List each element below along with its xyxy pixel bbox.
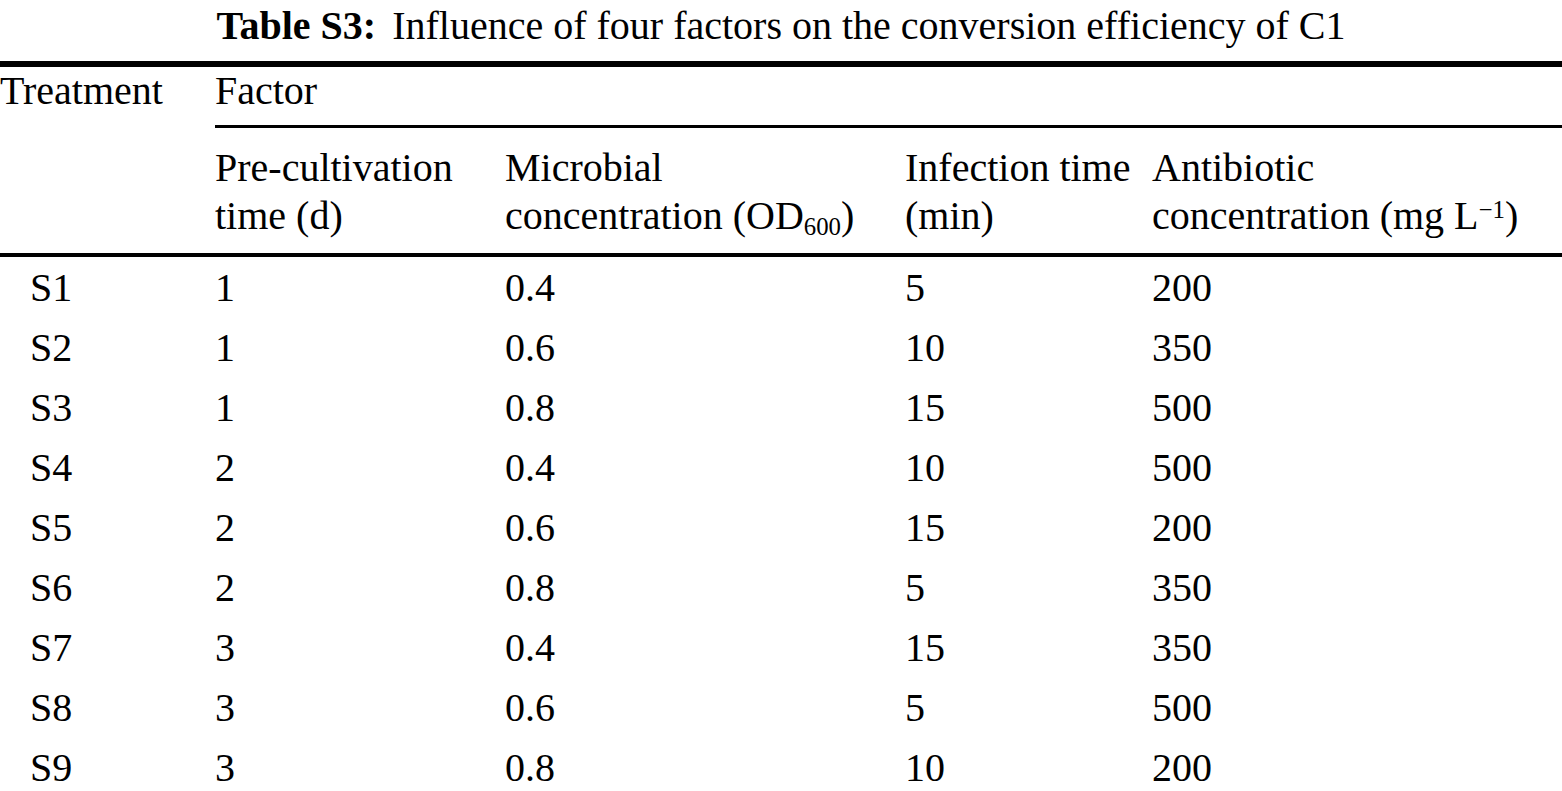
treatment-cell: S2 (0, 317, 215, 377)
microbial-line2-pre: concentration (OD (505, 193, 804, 238)
antibiotic-line1: Antibiotic (1152, 145, 1314, 190)
table-row: S310.815500 (0, 377, 1562, 437)
pre-cultivation-line1: Pre-cultivation (215, 145, 453, 190)
infection-line2: (min) (905, 193, 994, 238)
table-caption-text: Influence of four factors on the convers… (392, 3, 1345, 48)
microbial-line2-post: ) (841, 193, 854, 238)
treatment-cell: S9 (0, 737, 215, 791)
microbial-concentration-cell: 0.6 (505, 677, 905, 737)
pre-cultivation-cell: 3 (215, 737, 505, 791)
table-row: S830.65500 (0, 677, 1562, 737)
table-row: S620.85350 (0, 557, 1562, 617)
infection-time-cell: 15 (905, 377, 1152, 437)
pre-cultivation-cell: 3 (215, 617, 505, 677)
treatment-cell: S7 (0, 617, 215, 677)
table-body: S110.45200S210.610350S310.815500S420.410… (0, 255, 1562, 791)
treatment-cell: S1 (0, 255, 215, 317)
infection-time-cell: 15 (905, 617, 1152, 677)
infection-line1: Infection time (905, 145, 1130, 190)
column-header-microbial-concentration: Microbial concentration (OD600) (505, 127, 905, 256)
pre-cultivation-cell: 2 (215, 497, 505, 557)
antibiotic-concentration-cell: 350 (1152, 317, 1562, 377)
pre-cultivation-cell: 2 (215, 557, 505, 617)
infection-time-cell: 10 (905, 437, 1152, 497)
antibiotic-concentration-cell: 500 (1152, 377, 1562, 437)
microbial-concentration-cell: 0.4 (505, 437, 905, 497)
column-header-antibiotic-concentration: Antibiotic concentration (mg L−1) (1152, 127, 1562, 256)
infection-time-cell: 5 (905, 557, 1152, 617)
microbial-concentration-cell: 0.8 (505, 377, 905, 437)
pre-cultivation-cell: 3 (215, 677, 505, 737)
treatment-cell: S6 (0, 557, 215, 617)
treatment-cell: S3 (0, 377, 215, 437)
table-row: S210.610350 (0, 317, 1562, 377)
microbial-concentration-cell: 0.4 (505, 617, 905, 677)
group-header-row: Treatment Factor (0, 64, 1562, 127)
table-row: S420.410500 (0, 437, 1562, 497)
column-group-header-factor: Factor (215, 64, 1562, 127)
table-row: S110.45200 (0, 255, 1562, 317)
antibiotic-concentration-cell: 350 (1152, 617, 1562, 677)
pre-cultivation-line2: time (d) (215, 193, 343, 238)
table-caption-label: Table S3: (216, 3, 376, 48)
subheader-spacer (0, 127, 215, 256)
pre-cultivation-cell: 2 (215, 437, 505, 497)
microbial-concentration-cell: 0.6 (505, 317, 905, 377)
pre-cultivation-cell: 1 (215, 377, 505, 437)
infection-time-cell: 10 (905, 737, 1152, 791)
table-row: S730.415350 (0, 617, 1562, 677)
microbial-concentration-cell: 0.8 (505, 557, 905, 617)
pre-cultivation-cell: 1 (215, 317, 505, 377)
microbial-line1: Microbial (505, 145, 663, 190)
factors-table: Treatment Factor Pre-cultivation time (d… (0, 61, 1562, 791)
mg-l-exponent: −1 (1479, 196, 1505, 223)
infection-time-cell: 5 (905, 255, 1152, 317)
microbial-concentration-cell: 0.6 (505, 497, 905, 557)
antibiotic-concentration-cell: 200 (1152, 737, 1562, 791)
od600-subscript: 600 (804, 213, 841, 240)
infection-time-cell: 10 (905, 317, 1152, 377)
pre-cultivation-cell: 1 (215, 255, 505, 317)
antibiotic-concentration-cell: 200 (1152, 497, 1562, 557)
column-header-infection-time: Infection time (min) (905, 127, 1152, 256)
antibiotic-concentration-cell: 500 (1152, 437, 1562, 497)
microbial-concentration-cell: 0.4 (505, 255, 905, 317)
antibiotic-line2-post: ) (1505, 193, 1518, 238)
table-row: S930.810200 (0, 737, 1562, 791)
table-row: S520.615200 (0, 497, 1562, 557)
treatment-cell: S8 (0, 677, 215, 737)
column-header-treatment: Treatment (0, 64, 215, 127)
treatment-cell: S5 (0, 497, 215, 557)
infection-time-cell: 15 (905, 497, 1152, 557)
subheader-row: Pre-cultivation time (d) Microbial conce… (0, 127, 1562, 256)
antibiotic-concentration-cell: 500 (1152, 677, 1562, 737)
antibiotic-line2-pre: concentration (mg L (1152, 193, 1479, 238)
antibiotic-concentration-cell: 350 (1152, 557, 1562, 617)
table-caption: Table S3: Influence of four factors on th… (0, 0, 1562, 61)
microbial-concentration-cell: 0.8 (505, 737, 905, 791)
infection-time-cell: 5 (905, 677, 1152, 737)
antibiotic-concentration-cell: 200 (1152, 255, 1562, 317)
column-header-pre-cultivation-time: Pre-cultivation time (d) (215, 127, 505, 256)
treatment-cell: S4 (0, 437, 215, 497)
document-page: Table S3: Influence of four factors on th… (0, 0, 1562, 791)
